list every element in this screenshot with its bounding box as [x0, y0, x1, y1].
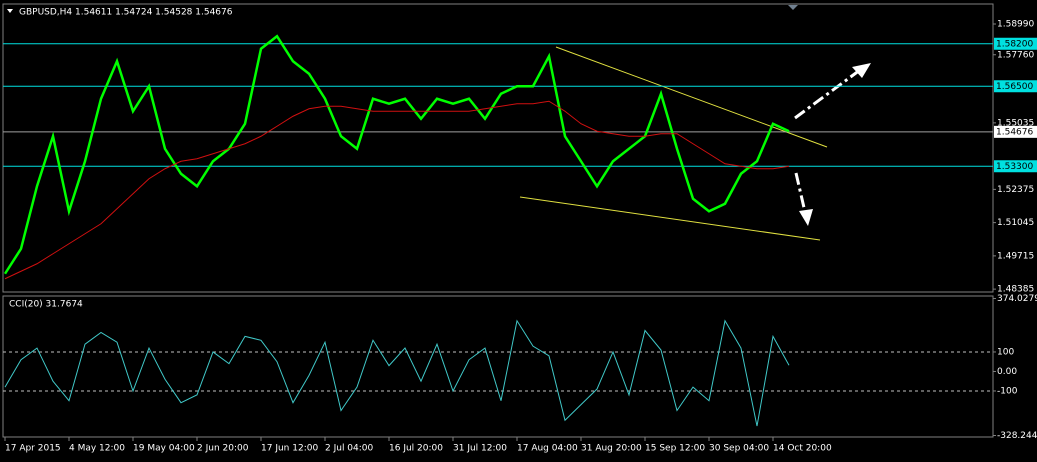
- x-tick-label: 15 Sep 12:00: [645, 444, 705, 454]
- level-label-box: [994, 160, 1037, 173]
- price-label-box: [994, 125, 1037, 138]
- x-tick-label: 17 Jun 12:00: [261, 444, 318, 454]
- x-tick-label: 2 Jul 04:00: [325, 444, 374, 454]
- x-tick-label: 17 Aug 04:00: [517, 444, 578, 454]
- x-tick-label: 14 Oct 20:00: [773, 444, 832, 454]
- arrow-down: [794, 172, 807, 213]
- cci-title: CCI(20) 31.7674: [9, 300, 83, 310]
- y-tick-label: 1.51045: [997, 218, 1034, 228]
- y-tick-label: 374.0279: [997, 294, 1037, 304]
- x-tick-label: 31 Jul 12:00: [453, 444, 507, 454]
- y-tick-label: 1.48385: [997, 285, 1034, 295]
- y-tick-label: 100: [997, 347, 1014, 357]
- menu-triangle[interactable]: [7, 9, 13, 13]
- level-label: 1.53300: [996, 162, 1033, 172]
- x-tick-label: 30 Sep 04:00: [709, 444, 769, 454]
- y-tick-label: 1.57760: [997, 50, 1034, 60]
- price-label: 1.54676: [996, 127, 1033, 137]
- y-tick-label: 0.00: [997, 367, 1017, 377]
- x-tick-label: 2 Jun 20:00: [197, 444, 249, 454]
- cci-frame: [2, 295, 994, 438]
- y-tick-label: 1.58990: [997, 20, 1034, 30]
- series-line: [4, 100, 790, 280]
- x-tick-label: 19 May 04:00: [133, 444, 195, 454]
- level-label: 1.58200: [996, 39, 1033, 49]
- chart-title: GBPUSD,H4 1.54611 1.54724 1.54528 1.5467…: [19, 8, 233, 18]
- arrow-up: [794, 68, 861, 120]
- trend-line: [519, 196, 821, 241]
- x-tick-label: 31 Aug 20:00: [581, 444, 642, 454]
- main-frame: [2, 3, 994, 293]
- x-tick-label: 4 May 12:00: [69, 444, 125, 454]
- arrow-down-head: [799, 209, 813, 226]
- y-tick-label: -328.2446: [997, 431, 1037, 441]
- shift-marker: [788, 5, 798, 10]
- level-label-box: [994, 37, 1037, 50]
- x-tick-label: 16 Jul 20:00: [389, 444, 443, 454]
- y-tick-label: 1.49715: [997, 251, 1034, 261]
- series-line: [3, 34, 790, 275]
- trend-line: [555, 46, 828, 148]
- x-tick-label: 17 Apr 2015: [5, 444, 61, 454]
- y-tick-label: -100: [997, 386, 1018, 396]
- y-tick-label: 1.52375: [997, 185, 1034, 195]
- y-tick-label: 1.55035: [997, 118, 1034, 128]
- arrow-up-head: [852, 63, 871, 78]
- series-line: [4, 319, 790, 427]
- level-label-box: [994, 80, 1037, 93]
- level-label: 1.56500: [996, 82, 1033, 92]
